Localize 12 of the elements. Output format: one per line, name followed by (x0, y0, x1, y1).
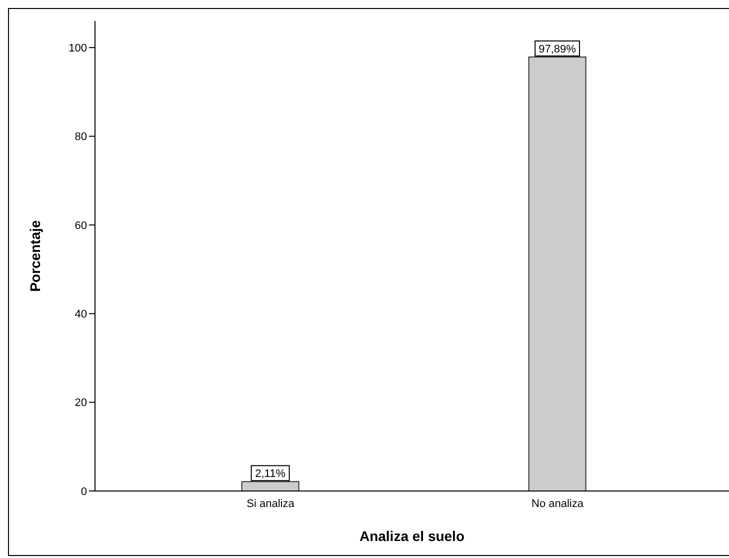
y-tick-label: 60 (74, 220, 87, 232)
x-axis-title: Analiza el suelo (359, 528, 465, 544)
x-tick-label: No analiza (532, 498, 584, 510)
y-tick-label: 40 (74, 308, 87, 321)
x-tick-label: Si analiza (246, 498, 296, 510)
data-label: 97,89% (538, 43, 576, 56)
y-axis-title: Porcentaje (26, 220, 43, 292)
y-tick-label: 80 (74, 131, 87, 144)
y-tick-label: 100 (68, 42, 87, 55)
data-label: 2,11% (255, 468, 286, 480)
y-tick-label: 0 (80, 486, 87, 498)
y-tick-label: 20 (74, 397, 87, 410)
